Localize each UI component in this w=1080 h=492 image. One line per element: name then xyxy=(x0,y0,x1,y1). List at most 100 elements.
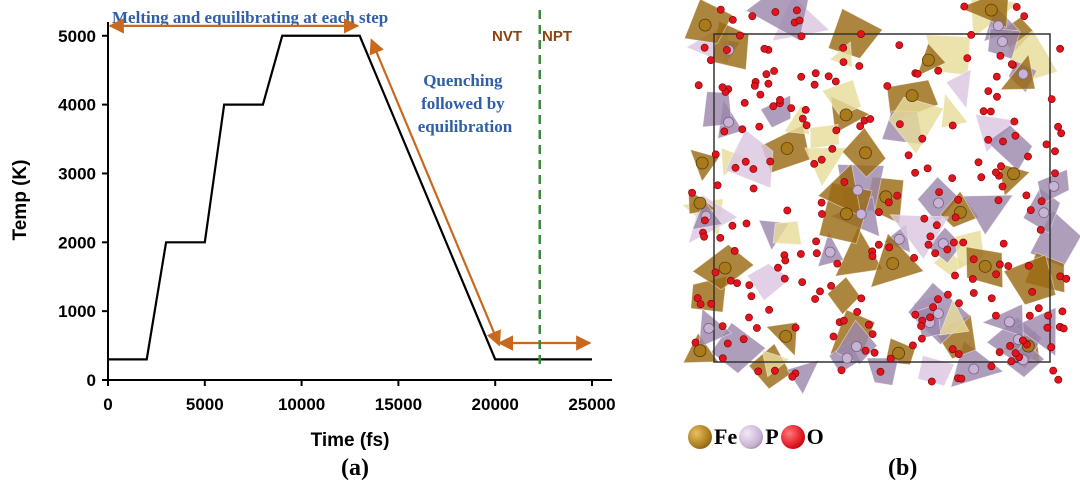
p-atom xyxy=(933,197,944,209)
o-atom xyxy=(745,313,753,322)
o-atom xyxy=(713,181,722,190)
o-atom xyxy=(1058,307,1067,316)
o-atom xyxy=(728,221,737,230)
o-atom xyxy=(1036,225,1045,234)
p-atom xyxy=(893,233,905,245)
o-atom xyxy=(908,341,917,350)
o-atom xyxy=(997,162,1005,171)
o-atom xyxy=(718,354,727,363)
o-atom xyxy=(917,322,925,330)
o-atom xyxy=(1051,147,1059,156)
o-atom xyxy=(723,46,731,54)
o-atom xyxy=(948,345,957,354)
fe-atom xyxy=(693,196,707,210)
coordination-polyhedron xyxy=(745,0,809,42)
o-atom xyxy=(760,44,769,53)
o-atom xyxy=(920,214,929,223)
o-atom xyxy=(840,178,849,186)
o-atom xyxy=(934,66,943,75)
o-atom xyxy=(700,43,709,52)
o-atom xyxy=(911,168,919,177)
coordination-polyhedron xyxy=(724,128,774,189)
o-atom xyxy=(866,115,875,123)
npt-label: NPT xyxy=(542,28,572,45)
o-atom xyxy=(883,82,892,90)
coordination-polyhedron xyxy=(962,194,1014,236)
coordination-polyhedron xyxy=(761,350,791,378)
o-atom xyxy=(886,354,895,363)
o-atom xyxy=(739,335,748,344)
o-atom xyxy=(711,268,720,277)
o-atom xyxy=(817,198,826,207)
legend-item-fe: Fe xyxy=(688,424,737,450)
o-atom xyxy=(870,348,879,357)
o-atom xyxy=(857,294,866,303)
fe-atom xyxy=(892,346,906,360)
temperature-series-line xyxy=(108,34,592,361)
o-atom xyxy=(949,238,958,247)
o-atom xyxy=(776,96,784,104)
y-axis-label: Temp (K) xyxy=(10,160,31,241)
x-axis-label: Time (fs) xyxy=(311,430,390,451)
o-atom xyxy=(918,134,927,143)
o-atom xyxy=(795,16,804,25)
coordination-polyhedron xyxy=(760,94,792,129)
o-atom xyxy=(801,106,810,114)
o-atom xyxy=(1010,117,1019,126)
o-atom xyxy=(812,249,821,258)
o-atom xyxy=(798,278,807,286)
fe-atom xyxy=(886,257,900,270)
o-atom xyxy=(832,126,841,135)
o-atom xyxy=(798,114,807,123)
o-atom xyxy=(1047,343,1056,352)
o-atom xyxy=(895,41,904,49)
o-atom xyxy=(750,82,759,90)
o-atom xyxy=(723,339,732,348)
o-atom xyxy=(788,372,797,381)
o-atom xyxy=(987,294,996,303)
y-axis-ticks: 0 1000 2000 3000 4000 5000 xyxy=(58,27,108,390)
p-atom xyxy=(703,322,715,334)
coordination-polyhedron xyxy=(986,124,1033,172)
o-atom xyxy=(1042,140,1051,149)
o-atom xyxy=(929,303,937,312)
o-atom xyxy=(749,165,758,173)
o-atom xyxy=(824,72,833,81)
fe-atom-icon xyxy=(688,425,712,449)
o-atom xyxy=(984,135,993,144)
o-atom xyxy=(864,320,873,329)
o-atom xyxy=(716,5,725,14)
o-atom xyxy=(969,289,978,297)
o-atom xyxy=(742,219,751,228)
o-atom xyxy=(924,240,933,249)
coordination-polyhedron xyxy=(938,299,970,336)
o-atom xyxy=(740,99,749,107)
o-atom xyxy=(688,188,696,197)
o-atom xyxy=(810,159,819,168)
x-tick-label: 25000 xyxy=(568,395,615,414)
o-atom xyxy=(691,338,700,347)
o-atom xyxy=(954,195,962,204)
o-atom xyxy=(696,300,705,308)
o-atom xyxy=(1022,191,1031,200)
series-layer xyxy=(108,34,592,361)
o-atom xyxy=(771,366,779,375)
coordination-polyhedron xyxy=(702,91,733,128)
p-atom xyxy=(824,246,836,258)
coordination-polyhedron xyxy=(826,276,861,316)
o-atom xyxy=(770,67,778,75)
o-atom xyxy=(868,330,877,338)
o-atom xyxy=(954,350,963,358)
o-atom xyxy=(1012,3,1021,11)
o-atom xyxy=(745,281,754,289)
fe-atom xyxy=(984,3,998,17)
o-atom xyxy=(738,125,747,134)
quenching-annotation-label: Quenching followed by equilibration xyxy=(418,71,513,136)
o-atom xyxy=(1062,274,1071,283)
o-atom xyxy=(694,81,703,90)
o-atom xyxy=(839,44,848,52)
o-atom xyxy=(1011,349,1020,358)
p-atom xyxy=(1003,316,1015,328)
o-atom xyxy=(706,56,715,64)
o-atom xyxy=(991,311,1000,320)
